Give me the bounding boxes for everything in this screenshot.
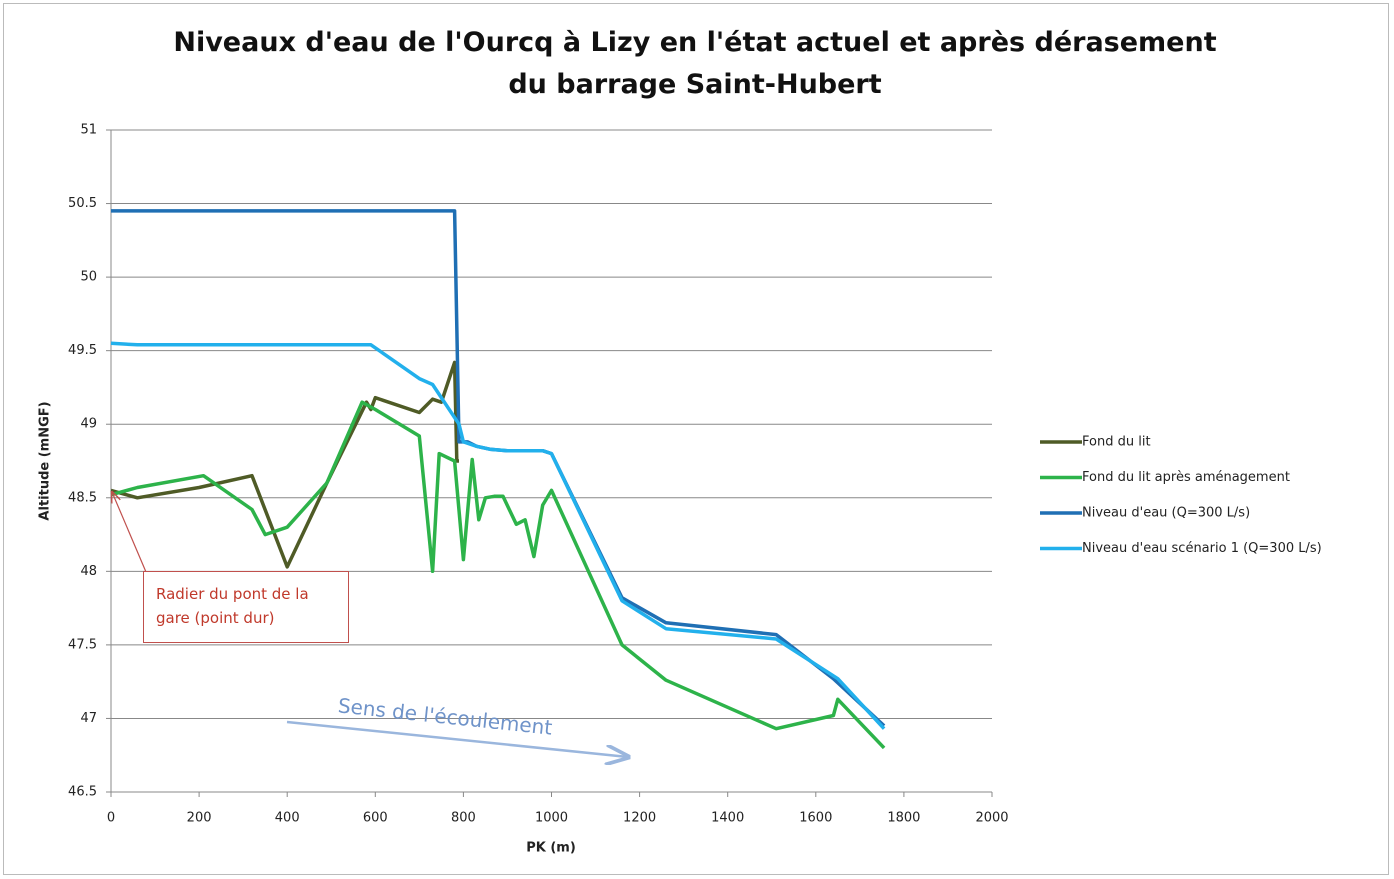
x-tick-label: 1800 [887, 811, 920, 826]
flow-arrow [286, 720, 628, 757]
y-tick-label: 47.5 [68, 637, 97, 652]
x-tick-label: 2000 [975, 811, 1008, 826]
y-tick-label: 51 [80, 123, 97, 138]
legend-label: Niveau d'eau (Q=300 L/s) [1082, 506, 1250, 521]
data-line [111, 209, 886, 728]
x-tick-label: 800 [451, 811, 476, 826]
flow-label: Sens de l'écoulement [337, 693, 554, 739]
x-tick-label: 600 [363, 811, 388, 826]
y-tick-label: 46.5 [68, 785, 97, 800]
y-tick-label: 50 [80, 270, 97, 285]
data-line [110, 400, 886, 750]
x-axis-label: PK (m) [526, 841, 576, 856]
data-line [110, 360, 459, 569]
x-tick-label: 400 [275, 811, 300, 826]
legend-label: Niveau d'eau scénario 1 (Q=300 L/s) [1082, 541, 1322, 556]
y-axis-label: Altitude (mNGF) [38, 401, 53, 520]
x-tick-label: 1000 [535, 811, 568, 826]
x-tick-label: 1200 [623, 811, 656, 826]
y-tick-label: 49 [80, 417, 97, 432]
legend-label: Fond du lit après aménagement [1082, 470, 1290, 485]
x-tick-label: 1600 [799, 811, 832, 826]
legend-label: Fond du lit [1082, 435, 1151, 450]
x-tick-label: 0 [107, 811, 115, 826]
y-tick-label: 47 [80, 711, 97, 726]
y-tick-label: 50.5 [68, 196, 97, 211]
y-tick-label: 48.5 [68, 490, 97, 505]
y-tick-label: 48 [80, 564, 97, 579]
chart-title: Niveaux d'eau de l'Ourcq à Lizy en l'éta… [173, 27, 1217, 100]
x-tick-label: 200 [187, 811, 212, 826]
annotation-box: Radier du pont de la gare (point dur) [143, 571, 349, 643]
note-arrow [112, 492, 147, 573]
data-line [110, 341, 886, 730]
y-tick-label: 49.5 [68, 343, 97, 358]
chart-frame [3, 3, 1389, 875]
x-tick-label: 1400 [711, 811, 744, 826]
